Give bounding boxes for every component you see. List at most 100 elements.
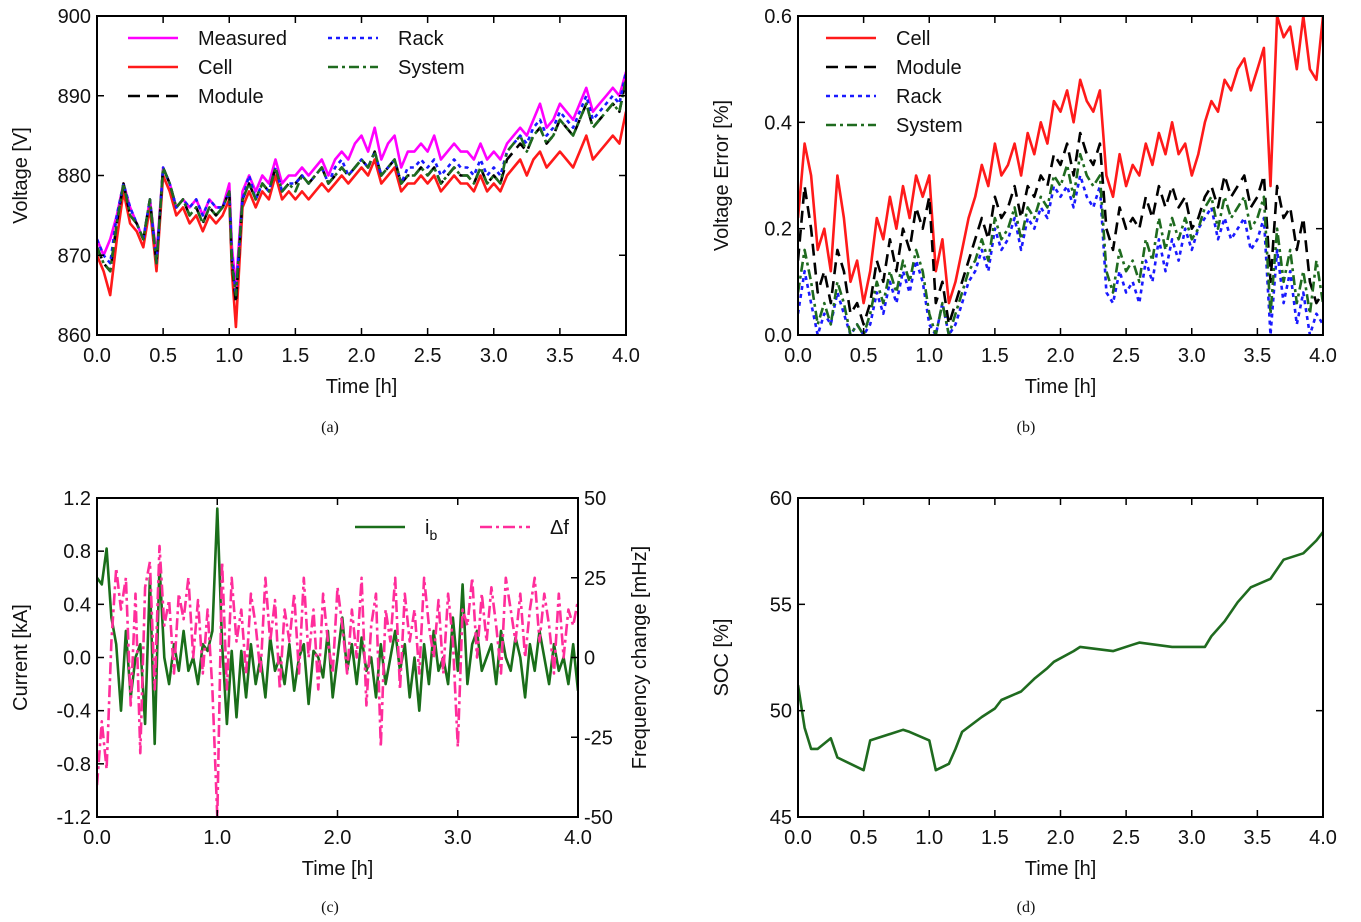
panel-caption: (b): [1017, 419, 1036, 436]
x-tick-label: 4.0: [1309, 345, 1337, 367]
y-tick-label: 1.2: [63, 488, 91, 510]
legend-label-rack: Rack: [896, 86, 943, 108]
x-tick-label: 2.0: [324, 827, 352, 849]
panel-caption: (d): [1017, 899, 1036, 916]
series-line-a-cell: [97, 111, 626, 329]
x-axis-label: Time [h]: [302, 858, 374, 880]
series-line-b-system: [798, 152, 1323, 335]
x-tick-label: 1.5: [981, 345, 1009, 367]
y-tick-label: 55: [770, 594, 792, 616]
y-tick-label: 890: [58, 86, 91, 108]
x-tick-label: 1.0: [915, 345, 943, 367]
legend: Measured Rack Cell System Module: [128, 28, 465, 108]
y2-tick-label: -50: [584, 807, 613, 829]
x-tick-label: 1.5: [281, 345, 309, 367]
x-tick-label: 0.5: [850, 345, 878, 367]
series-line-a-rack: [97, 71, 626, 297]
x-tick-label: 3.0: [480, 345, 508, 367]
legend-label-measured: Measured: [198, 28, 287, 50]
panel-caption: (a): [321, 419, 339, 436]
x-tick-label: 2.0: [1047, 827, 1075, 849]
x-tick-label: 2.5: [1112, 345, 1140, 367]
legend-label-module: Module: [198, 86, 264, 108]
x-axis-label: Time [h]: [1025, 376, 1097, 398]
y2-tick-label: 0: [584, 648, 595, 670]
plot-frame: [96, 15, 627, 336]
y-axis-label: Voltage [V]: [10, 127, 32, 224]
y2-tick-label: 25: [584, 568, 606, 590]
y2-tick-label: -25: [584, 727, 613, 749]
x-tick-label: 2.0: [348, 345, 376, 367]
legend-label-rack: Rack: [398, 28, 445, 50]
y-tick-label: -1.2: [57, 807, 91, 829]
x-tick-label: 2.5: [414, 345, 442, 367]
x-tick-label: 3.0: [1178, 345, 1206, 367]
y-tick-label: 0.4: [764, 112, 792, 134]
x-axis-label: Time [h]: [1025, 858, 1097, 880]
x-tick-label: 2.5: [1112, 827, 1140, 849]
chart-c: 0.0 1.0 2.0 3.0 4.0 -1.2 -0.8 -0.4 0.0 0.4 0.8 1.2 -…: [10, 488, 651, 916]
x-tick-label: 1.0: [203, 827, 231, 849]
series-line-b-rack: [798, 174, 1323, 335]
series-line-c-ib: [97, 507, 578, 746]
y-tick-label: 0.8: [63, 541, 91, 563]
x-tick-label: 3.0: [444, 827, 472, 849]
y-tick-label: 0.2: [764, 219, 792, 241]
x-tick-label: 0.0: [784, 345, 812, 367]
x-tick-label: 0.5: [149, 345, 177, 367]
x-tick-label: 1.0: [215, 345, 243, 367]
y-tick-label: 45: [770, 807, 792, 829]
x-tick-label: 0.0: [83, 827, 111, 849]
series-line-a-system: [97, 79, 626, 297]
x-tick-label: 4.0: [564, 827, 592, 849]
y-tick-label: 50: [770, 701, 792, 723]
legend-label-module: Module: [896, 57, 962, 79]
x-tick-label: 4.0: [1309, 827, 1337, 849]
x-tick-label: 2.0: [1047, 345, 1075, 367]
y-tick-label: 60: [770, 488, 792, 510]
legend-label-df: Δf: [550, 517, 569, 539]
series-line-a-module: [97, 79, 626, 305]
y2-tick-label: 50: [584, 488, 606, 510]
series-line-b-cell: [798, 16, 1323, 305]
series-line-b-module: [798, 131, 1323, 326]
x-tick-label: 3.0: [1178, 827, 1206, 849]
y-tick-label: 0.0: [764, 325, 792, 347]
x-tick-label: 3.5: [1243, 345, 1271, 367]
x-tick-label: 4.0: [612, 345, 640, 367]
y-axis-label: Current [kA]: [10, 604, 32, 711]
x-tick-label: 0.5: [850, 827, 878, 849]
y-tick-label: -0.4: [57, 701, 91, 723]
y-axis-label: Voltage Error [%]: [711, 100, 733, 251]
panel-caption: (c): [321, 899, 339, 916]
x-tick-label: 0.0: [784, 827, 812, 849]
x-tick-label: 3.5: [1243, 827, 1271, 849]
x-tick-label: 1.5: [981, 827, 1009, 849]
y-tick-label: 900: [58, 6, 91, 28]
legend: ib Δf: [355, 517, 569, 543]
x-axis-label: Time [h]: [326, 376, 398, 398]
legend-label-cell: Cell: [198, 57, 232, 79]
y-tick-label: 0.6: [764, 6, 792, 28]
chart-a: 0.0 0.5 1.0 1.5 2.0 2.5 3.0 3.5 4.0 860 870 880 890 9…: [10, 6, 640, 436]
y-tick-label: 870: [58, 245, 91, 267]
x-tick-label: 0.0: [83, 345, 111, 367]
y-tick-label: 880: [58, 166, 91, 188]
x-tick-label: 3.5: [546, 345, 574, 367]
x-tick-label: 1.0: [915, 827, 943, 849]
y-tick-label: 0.0: [63, 648, 91, 670]
y-tick-label: -0.8: [57, 754, 91, 776]
y-axis-label: SOC [%]: [711, 619, 733, 697]
y-tick-label: 0.4: [63, 594, 91, 616]
y2-axis-label: Frequency change [mHz]: [629, 546, 651, 769]
legend: Cell Module Rack System: [826, 28, 963, 137]
legend-label-cell: Cell: [896, 28, 930, 50]
legend-label-system: System: [896, 115, 963, 137]
y-tick-label: 860: [58, 325, 91, 347]
legend-label-system: System: [398, 57, 465, 79]
series-line-c-df: [97, 544, 578, 817]
chart-d: 0.0 0.5 1.0 1.5 2.0 2.5 3.0 3.5 4.0 45 50 55 60 Time …: [711, 488, 1337, 916]
chart-b: 0.0 0.5 1.0 1.5 2.0 2.5 3.0 3.5 4.0 0.0 0.2 0.4 0.6 T…: [711, 6, 1337, 436]
series-line-d-system: [798, 531, 1323, 772]
